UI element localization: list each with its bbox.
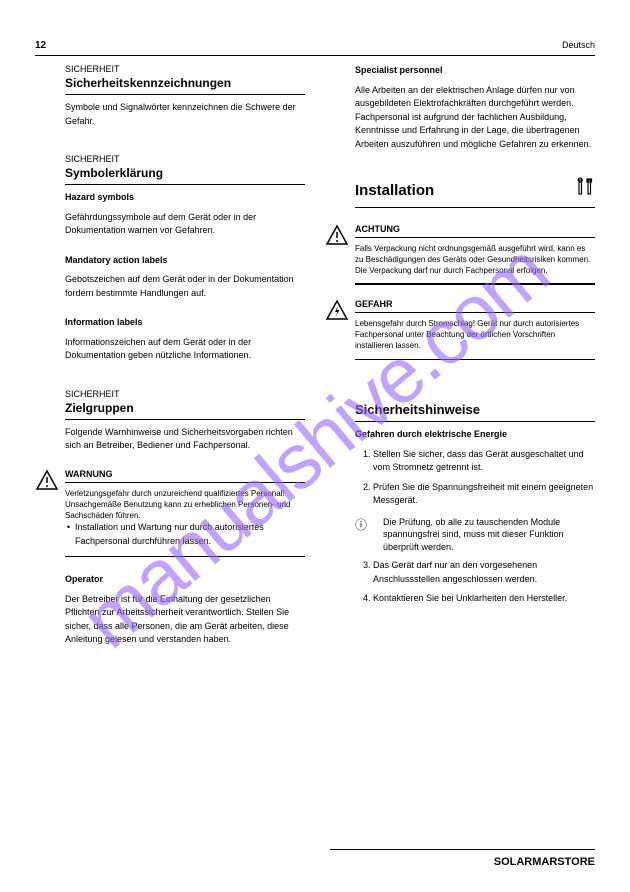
body-text: Alle Arbeiten an der elektrischen Anlage… xyxy=(355,84,595,152)
section-title-installation: Installation xyxy=(355,177,595,208)
body-text: Gefährdungssymbole auf dem Gerät oder in… xyxy=(65,211,305,238)
header-language: Deutsch xyxy=(562,40,595,50)
page-number: 12 xyxy=(35,40,46,51)
body-text: Der Betreiber ist für die Einhaltung der… xyxy=(65,593,305,647)
page-header: 12 Deutsch xyxy=(35,40,595,56)
warning-triangle-icon xyxy=(35,469,59,566)
subsection-electric-dangers: Gefahren durch elektrische Energie xyxy=(355,428,595,442)
subsection-operator: Operator xyxy=(65,573,305,587)
subsection-hazard: Hazard symbols xyxy=(65,191,305,205)
section-title-targetgroup: Zielgruppen xyxy=(65,401,305,420)
subsection-info: Information labels xyxy=(65,316,305,330)
electric-hazard-icon xyxy=(325,299,349,369)
body-text: Folgende Warnhinweise und Sicherheitsvor… xyxy=(65,426,305,453)
section-label: SICHERHEIT xyxy=(65,64,305,74)
footer-brand: SOLARMARSTORE xyxy=(330,849,595,868)
subsection-mandatory: Mandatory action labels xyxy=(65,254,305,268)
tip-text: Die Prüfung, ob alle zu tauschenden Modu… xyxy=(383,516,595,554)
warning-text: Verletzungsgefahr durch unzureichend qua… xyxy=(65,488,305,499)
warning-title: WARNUNG xyxy=(65,469,305,483)
info-icon: ⓘ xyxy=(355,516,375,554)
safety-step-1: Stellen Sie sicher, dass das Gerät ausge… xyxy=(373,448,595,475)
tools-icon xyxy=(575,177,595,203)
section-title-safety-info: Sicherheitshinweise xyxy=(355,402,595,422)
section-title-symbols: Symbolerklärung xyxy=(65,166,305,185)
right-column: Specialist personnel Alle Arbeiten an de… xyxy=(325,64,595,801)
section-label: SICHERHEIT xyxy=(65,389,305,399)
section-label: SICHERHEIT xyxy=(65,154,305,164)
body-text: Symbole und Signalwörter kennzeichnen di… xyxy=(65,101,305,128)
warning-text: Falls Verpackung nicht ordnungsgemäß aus… xyxy=(355,243,595,277)
warning-title: GEFAHR xyxy=(355,299,595,313)
left-column: SICHERHEIT Sicherheitskennzeichnungen Sy… xyxy=(35,64,305,801)
safety-step-2: Prüfen Sie die Spannungsfreiheit mit ein… xyxy=(373,481,595,508)
subsection-specialist: Specialist personnel xyxy=(355,64,595,78)
warning-bullet: Installation und Wartung nur durch autor… xyxy=(75,521,305,548)
tip-row: ⓘ Die Prüfung, ob alle zu tauschenden Mo… xyxy=(355,516,595,554)
warning-text: Lebensgefahr durch Stromschlag! Gerät nu… xyxy=(355,318,595,352)
warning-block-attention: ACHTUNG Falls Verpackung nicht ordnungsg… xyxy=(325,224,595,291)
section-title-safety-designations: Sicherheitskennzeichnungen xyxy=(65,76,305,95)
safety-step-3: Das Gerät darf nur an den vorgesehenen A… xyxy=(373,559,595,586)
warning-triangle-icon xyxy=(325,224,349,291)
warning-block-danger: GEFAHR Lebensgefahr durch Stromschlag! G… xyxy=(325,299,595,369)
warning-block: WARNUNG Verletzungsgefahr durch unzureic… xyxy=(35,469,305,566)
safety-step-4: Kontaktieren Sie bei Unklarheiten den He… xyxy=(373,592,595,606)
warning-title: ACHTUNG xyxy=(355,224,595,238)
body-text: Gebotszeichen auf dem Gerät oder in der … xyxy=(65,273,305,300)
installation-title-text: Installation xyxy=(355,182,434,199)
body-text: Informationszeichen auf dem Gerät oder i… xyxy=(65,336,305,363)
warning-text: Unsachgemäße Benutzung kann zu erheblich… xyxy=(65,499,305,521)
